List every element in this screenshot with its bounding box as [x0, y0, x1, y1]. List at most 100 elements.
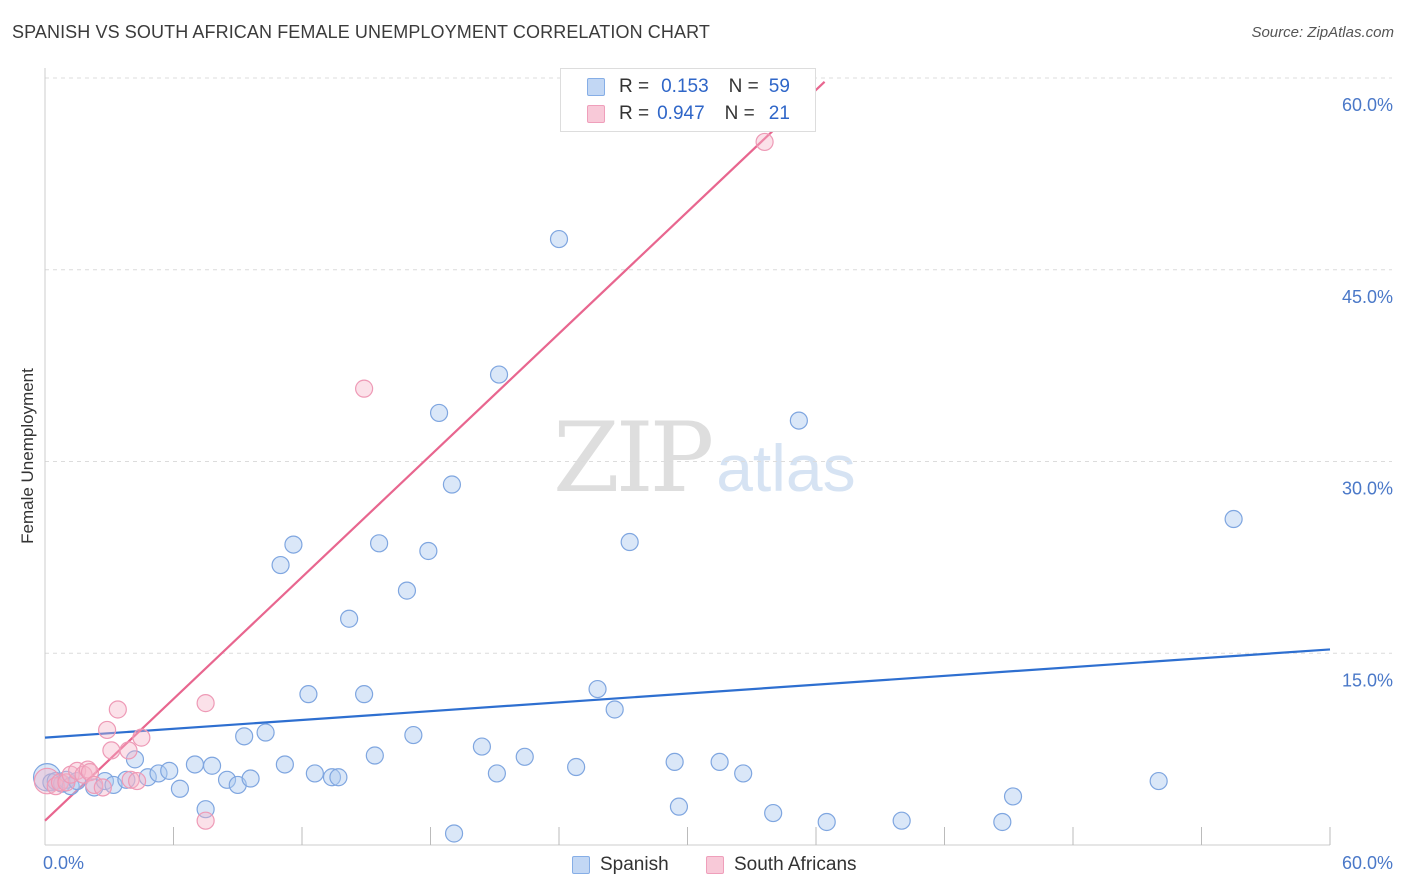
spanish-point — [355, 685, 374, 704]
legend-n-label: N = — [724, 103, 755, 124]
spanish-point — [588, 679, 607, 699]
spanish-swatch — [572, 856, 590, 874]
bottom-legend-spanish-label: Spanish — [600, 854, 669, 875]
spanish-point — [1003, 787, 1023, 806]
spanish-point — [160, 761, 179, 780]
gridlines — [45, 77, 1392, 654]
spanish-point — [217, 770, 237, 789]
south-africans-swatch — [587, 105, 605, 123]
spanish-point — [322, 768, 342, 787]
south-africans-point — [119, 741, 138, 760]
spanish-point — [299, 685, 318, 704]
tick-labels: 15.0% 30.0% 45.0% 60.0% 0.0% 60.0% — [43, 95, 1393, 873]
y-tick-label: 30.0% — [1342, 479, 1393, 499]
source-credit: Source: ZipAtlas.com — [1251, 24, 1394, 41]
correlation-legend: R = 0.153 N = 59 R = 0.947 N = 21 — [560, 68, 816, 132]
south-africans-point — [98, 720, 117, 740]
spanish-point — [567, 757, 586, 777]
south-africans-trendline — [44, 81, 826, 822]
spanish-point — [993, 812, 1012, 832]
spanish-point — [340, 609, 359, 628]
south-africans-point — [102, 741, 121, 760]
spanish-point — [1149, 771, 1168, 791]
south-africans-point — [355, 379, 374, 398]
bottom-legend-south-africans: South Africans — [706, 852, 857, 878]
y-tick-label: 60.0% — [1342, 95, 1393, 115]
spanish-point — [235, 727, 254, 746]
spanish-point — [1224, 509, 1243, 529]
spanish-point — [329, 768, 348, 787]
spanish-point — [241, 769, 260, 788]
x-tick-label: 0.0% — [43, 853, 84, 873]
spanish-point — [202, 756, 222, 775]
spanish-point — [444, 824, 464, 843]
south-africans-point — [108, 700, 127, 719]
spanish-point — [605, 700, 624, 719]
chart-title: SPANISH VS SOUTH AFRICAN FEMALE UNEMPLOY… — [12, 22, 710, 42]
x-tick-label: 60.0% — [1342, 853, 1393, 873]
legend-r-value-south-africans: 0.947 — [657, 103, 705, 124]
south-africans-point — [127, 771, 147, 791]
south-africans-point — [78, 760, 97, 779]
south-africans-point — [196, 811, 215, 830]
bottom-legend-spanish: Spanish — [572, 852, 669, 878]
spanish-point — [305, 764, 324, 783]
legend-r-label: R = — [619, 76, 650, 97]
y-axis-label: Female Unemployment — [18, 368, 37, 544]
spanish-point — [429, 403, 449, 423]
bottom-legend-south-africans-label: South Africans — [734, 854, 857, 875]
spanish-point — [515, 747, 534, 766]
legend-n-label: N = — [728, 76, 759, 97]
spanish-point — [487, 764, 506, 783]
spanish-point — [710, 752, 729, 772]
spanish-point — [472, 737, 491, 756]
south-africans-point — [121, 770, 140, 789]
south-africans-swatch — [706, 856, 724, 874]
spanish-point — [817, 812, 836, 832]
watermark: ZIPatlas — [553, 402, 856, 514]
axes — [44, 68, 1331, 846]
spanish-point — [275, 755, 294, 774]
watermark-zip: ZIP — [553, 402, 714, 514]
spanish-point — [620, 532, 639, 552]
south-africans-point — [755, 132, 774, 152]
legend-r-label: R = — [619, 103, 650, 124]
legend-n-value-spanish: 59 — [768, 76, 790, 97]
south-africans-point — [132, 728, 151, 747]
legend-row-spanish: R = 0.153 N = 59 — [587, 75, 790, 99]
spanish-point — [397, 581, 417, 600]
y-tick-label: 45.0% — [1342, 287, 1393, 307]
spanish-point — [256, 723, 275, 742]
spanish-point — [669, 797, 689, 816]
spanish-point — [665, 752, 684, 772]
spanish-point — [365, 746, 384, 765]
spanish-point — [764, 803, 783, 823]
spanish-swatch — [587, 78, 605, 96]
trendlines — [44, 81, 1331, 822]
legend-r-value-spanish: 0.153 — [661, 76, 709, 97]
spanish-point — [149, 764, 168, 783]
south-africans-point — [196, 694, 215, 713]
spanish-point — [284, 535, 303, 554]
spanish-point — [170, 779, 190, 798]
legend-n-value-south-africans: 21 — [768, 103, 790, 124]
spanish-trendline — [44, 648, 1331, 739]
spanish-point — [892, 811, 911, 830]
legend-row-south-africans: R = 0.947 N = 21 — [587, 102, 790, 126]
spanish-point — [271, 555, 290, 575]
spanish-point — [370, 534, 389, 553]
data-points — [32, 132, 1243, 843]
y-tick-label: 15.0% — [1342, 670, 1393, 690]
spanish-point — [734, 764, 753, 783]
watermark-atlas: atlas — [716, 431, 856, 505]
spanish-point — [489, 365, 509, 384]
spanish-point — [419, 541, 438, 561]
spanish-point — [789, 411, 808, 430]
spanish-point — [549, 229, 569, 249]
south-africans-point — [93, 778, 112, 797]
spanish-point — [125, 750, 145, 769]
spanish-point — [442, 475, 462, 494]
spanish-point — [404, 725, 423, 745]
spanish-point — [185, 755, 205, 774]
